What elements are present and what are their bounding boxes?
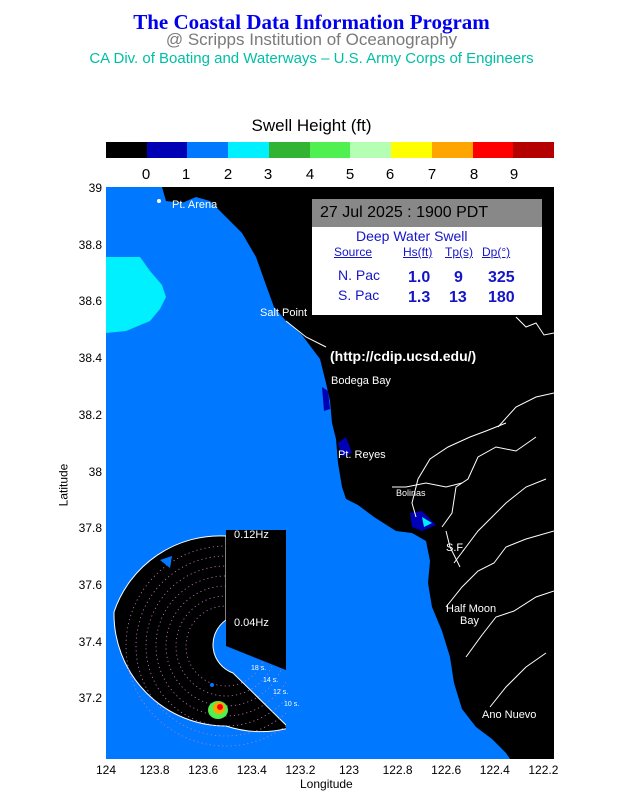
colorbar-label: 4 bbox=[305, 166, 315, 183]
col-dp: Dp(°) bbox=[482, 245, 511, 259]
spectrum-energy-nw bbox=[160, 556, 172, 568]
y-tick-label: 38 bbox=[88, 464, 102, 479]
x-tick-label: 122.2 bbox=[528, 763, 559, 777]
row-dp: 180 bbox=[488, 289, 515, 306]
row-dp: 325 bbox=[488, 269, 515, 286]
col-tp: Tp(s) bbox=[445, 245, 473, 259]
inland-boundaries bbox=[285, 316, 554, 708]
spectrum-energy-small bbox=[210, 683, 214, 687]
y-tick-label: 37.8 bbox=[78, 521, 102, 536]
colorbar-swatch bbox=[350, 142, 392, 158]
swell-info-box: Deep Water Swell Source Hs(ft) Tp(s) Dp(… bbox=[312, 227, 542, 315]
cdip-url: (http://cdip.ucsd.edu/) bbox=[330, 348, 477, 364]
colorbar-label: 2 bbox=[223, 166, 233, 183]
y-tick-label: 37.4 bbox=[78, 634, 102, 649]
colorbar bbox=[106, 142, 555, 158]
colorbar-label: 1 bbox=[181, 166, 191, 183]
colorbar-swatch bbox=[268, 142, 310, 158]
spectrum-sector bbox=[113, 535, 286, 733]
label-half-moon-bay: Bay bbox=[460, 615, 479, 627]
period-label: 14 s. bbox=[263, 677, 279, 684]
x-tick-label: 124 bbox=[95, 763, 117, 777]
colorbar-swatch bbox=[431, 142, 473, 158]
bodega-shallow bbox=[322, 387, 330, 411]
page-title: The Coastal Data Information Program bbox=[133, 10, 490, 34]
row-hs: 1.0 bbox=[408, 269, 431, 286]
sponsors-line: CA Div. of Boating and Waterways – U.S. … bbox=[89, 50, 534, 67]
colorbar-title: Swell Height (ft) bbox=[251, 116, 372, 135]
pt-arena-marker bbox=[157, 199, 161, 203]
label-bolinas: Bolinas bbox=[396, 488, 426, 498]
y-tick-label: 38.2 bbox=[78, 407, 102, 422]
colorbar-label: 0 bbox=[141, 166, 151, 183]
colorbar-swatch bbox=[146, 142, 188, 158]
label-salt-point: Salt Point bbox=[260, 307, 308, 319]
colorbar-label: 9 bbox=[509, 166, 519, 183]
row-source: N. Pac bbox=[338, 267, 381, 283]
colorbar-label: 8 bbox=[469, 166, 479, 183]
y-axis-label: Latitude bbox=[56, 463, 71, 507]
islands bbox=[294, 547, 332, 563]
x-tick-label: 122.4 bbox=[479, 763, 510, 777]
datetime-banner: 27 Jul 2025 : 1900 PDT bbox=[312, 199, 542, 227]
colorbar-label: 5 bbox=[345, 166, 355, 183]
x-tick-label: 123.4 bbox=[236, 763, 267, 777]
col-source: Source bbox=[334, 245, 373, 259]
x-tick-label: 122.8 bbox=[382, 763, 413, 777]
label-pt-arena: Pt. Arena bbox=[172, 199, 218, 211]
x-tick-label: 123 bbox=[338, 763, 360, 777]
colorbar-label: 3 bbox=[263, 166, 273, 183]
wave-spectrum-polar bbox=[113, 530, 286, 747]
colorbar-swatch bbox=[187, 142, 229, 158]
x-tick-label: 123.2 bbox=[285, 763, 316, 777]
y-tick-label: 37.2 bbox=[78, 691, 102, 706]
period-label: 18 s. bbox=[251, 665, 267, 672]
institution-subtitle: @ Scripps Institution of Oceanography bbox=[165, 30, 458, 49]
colorbar-swatch bbox=[106, 142, 147, 158]
colorbar-swatch bbox=[228, 142, 269, 158]
swell-heading: Deep Water Swell bbox=[356, 228, 468, 244]
y-tick-label: 38.4 bbox=[78, 351, 102, 366]
freq-outer-label: 0.12Hz bbox=[234, 529, 269, 541]
label-sf: S.F. bbox=[446, 542, 465, 554]
colorbar-label: 6 bbox=[385, 166, 395, 183]
spectrum-peak-core bbox=[217, 704, 223, 710]
label-pt-reyes: Pt. Reyes bbox=[338, 449, 386, 461]
row-source: S. Pac bbox=[338, 287, 380, 303]
col-hs: Hs(ft) bbox=[403, 245, 433, 259]
colorbar-swatch bbox=[472, 142, 514, 158]
y-tick-label: 38.8 bbox=[78, 237, 102, 252]
x-tick-label: 123.8 bbox=[139, 763, 170, 777]
colorbar-swatch bbox=[513, 142, 555, 158]
colorbar-swatch bbox=[309, 142, 351, 158]
freq-inner-label: 0.04Hz bbox=[234, 617, 269, 629]
x-tick-label: 122.6 bbox=[431, 763, 462, 777]
sector-mask bbox=[226, 530, 286, 670]
y-tick-label: 38.6 bbox=[78, 294, 102, 309]
y-tick-label: 37.6 bbox=[78, 577, 102, 592]
north-swell-patch bbox=[106, 257, 166, 333]
period-label: 10 s. bbox=[284, 701, 300, 708]
label-ano-nuevo: Ano Nuevo bbox=[482, 709, 537, 721]
row-tp: 13 bbox=[449, 289, 467, 306]
x-tick-label: 123.6 bbox=[188, 763, 219, 777]
pt-reyes-shallow bbox=[338, 437, 352, 457]
bolinas-light bbox=[422, 517, 432, 527]
colorbar-label: 7 bbox=[427, 166, 437, 183]
row-hs: 1.3 bbox=[408, 289, 431, 306]
colorbar-swatch bbox=[391, 142, 432, 158]
y-tick-label: 39 bbox=[88, 181, 102, 195]
label-half-moon: Half Moon bbox=[446, 603, 497, 615]
x-axis-label: Longitude bbox=[300, 777, 353, 791]
row-tp: 9 bbox=[454, 269, 463, 286]
label-bodega-bay: Bodega Bay bbox=[331, 375, 391, 387]
period-label: 12 s. bbox=[273, 689, 289, 696]
